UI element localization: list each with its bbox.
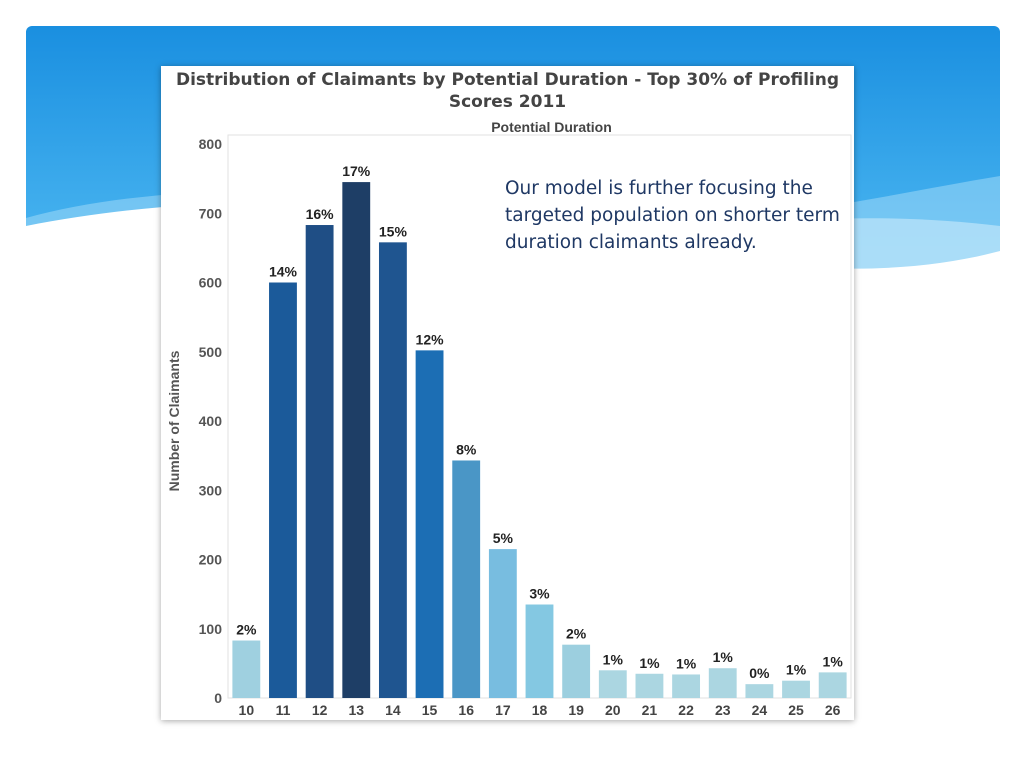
data-label: 15% <box>379 223 408 239</box>
bar-14 <box>378 242 407 698</box>
y-tick-label: 0 <box>214 690 222 706</box>
x-tick-label: 13 <box>348 702 364 718</box>
bar-25 <box>782 680 810 698</box>
data-label: 1% <box>823 653 844 669</box>
bar-26 <box>818 672 847 698</box>
bar-15 <box>415 350 444 698</box>
y-tick-label: 400 <box>199 413 223 429</box>
data-label: 1% <box>786 662 807 678</box>
x-tick-label: 15 <box>422 702 438 718</box>
x-tick-label: 16 <box>458 702 474 718</box>
data-label: 17% <box>342 163 371 179</box>
data-label: 12% <box>416 331 445 347</box>
chart-title: Distribution of Claimants by Potential D… <box>175 70 840 112</box>
y-tick-label: 300 <box>199 482 223 498</box>
y-tick-label: 200 <box>199 552 223 568</box>
bar-23 <box>708 668 737 698</box>
slide-caption: Our model is further focusing the target… <box>505 178 840 253</box>
x-tick-label: 24 <box>752 702 768 718</box>
data-label: 2% <box>236 622 257 638</box>
y-tick-label: 100 <box>199 621 223 637</box>
y-tick-label: 500 <box>199 344 223 360</box>
chart-panel: Distribution of Claimants by Potential D… <box>161 66 854 720</box>
x-tick-label: 19 <box>568 702 584 718</box>
y-tick-label: 800 <box>199 136 223 152</box>
x-tick-label: 25 <box>788 702 804 718</box>
data-label: 1% <box>603 651 624 667</box>
data-label: 5% <box>493 530 514 546</box>
data-label: 3% <box>529 586 550 602</box>
x-tick-label: 21 <box>642 702 658 718</box>
data-label: 1% <box>713 649 734 665</box>
x-tick-label: 18 <box>532 702 548 718</box>
data-label: 1% <box>676 655 697 671</box>
bar-chart: Potential Duration Number of Claimants 0 10… <box>166 119 852 718</box>
x-tick-label: 17 <box>495 702 511 718</box>
x-tick-label: 23 <box>715 702 731 718</box>
y-axis-title: Number of Claimants <box>166 350 182 491</box>
y-tick-label: 700 <box>199 205 223 221</box>
bar-13 <box>342 182 371 698</box>
data-label: 8% <box>456 441 477 457</box>
bar-12 <box>305 225 334 698</box>
bar-18 <box>525 604 554 698</box>
bar-19 <box>562 644 591 698</box>
data-label: 1% <box>639 655 660 671</box>
x-tick-label: 20 <box>605 702 621 718</box>
bar-20 <box>598 670 627 698</box>
bar-11 <box>269 282 297 698</box>
y-tick-label: 600 <box>199 275 223 291</box>
x-tick-label: 22 <box>678 702 694 718</box>
x-axis-title: Potential Duration <box>491 119 612 135</box>
bar-17 <box>488 549 517 698</box>
data-label: 2% <box>566 626 587 642</box>
bar-22 <box>672 674 701 698</box>
x-tick-label: 12 <box>312 702 328 718</box>
bar-10 <box>232 640 261 698</box>
x-tick-label: 14 <box>385 702 401 718</box>
x-tick-label: 10 <box>239 702 255 718</box>
x-tick-label: 26 <box>825 702 841 718</box>
data-label: 0% <box>749 665 770 681</box>
data-label: 16% <box>306 206 335 222</box>
data-label: 14% <box>269 264 298 280</box>
x-tick-label: 11 <box>276 702 291 718</box>
bar-21 <box>635 673 664 698</box>
bar-16 <box>452 460 481 698</box>
bar-24 <box>745 684 774 698</box>
